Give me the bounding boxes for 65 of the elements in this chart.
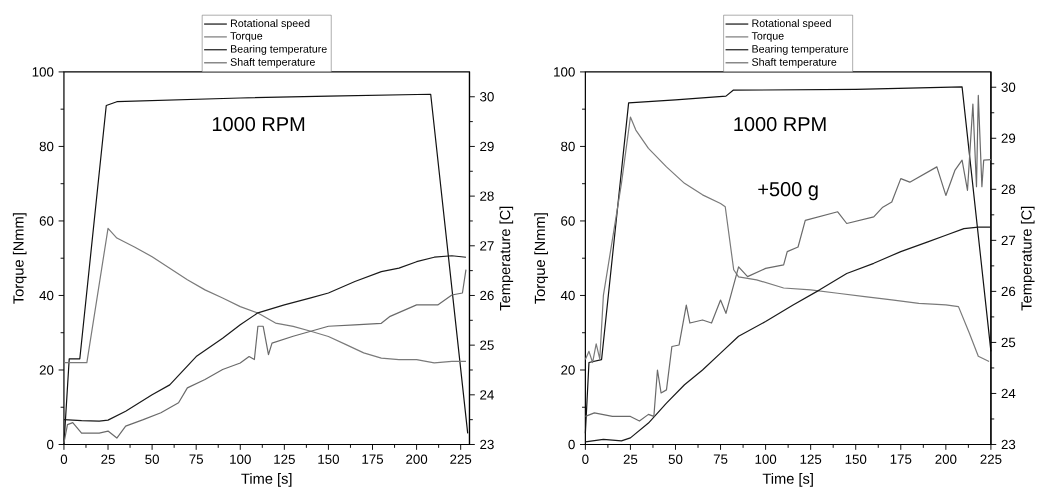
y2-tick-label: 25	[480, 340, 494, 350]
legend-label: Torque	[751, 32, 784, 42]
y2-tick-label: 25	[1001, 337, 1016, 347]
legend-label: Rotational speed	[230, 18, 310, 29]
legend-label: Shaft temperature	[752, 57, 837, 68]
x-tick-label: 50	[668, 454, 683, 464]
x-tick-label: 125	[800, 454, 822, 464]
y2-tick-label: 26	[1001, 286, 1016, 296]
x-tick-label: 200	[406, 454, 428, 464]
annotation: 1000 RPM	[212, 116, 305, 131]
y2-tick-label: 24	[1001, 388, 1016, 398]
y2-tick-label: 29	[480, 141, 494, 151]
legend-label: Torque	[230, 32, 263, 42]
x-tick-label: 150	[845, 454, 867, 464]
y-axis-title: Torque [Nmm]	[12, 213, 27, 304]
x-tick-label: 75	[189, 454, 204, 464]
y2-tick-label: 28	[480, 191, 494, 201]
y-tick-label: 60	[561, 216, 575, 226]
x-tick-label: 100	[230, 454, 251, 464]
x-tick-label: 25	[101, 454, 115, 464]
x-axis-title: Time [s]	[762, 472, 813, 487]
y2-tick-label: 27	[1001, 235, 1016, 245]
y-tick-label: 40	[560, 290, 575, 300]
y-tick-label: 60	[39, 216, 54, 226]
y-tick-label: 40	[39, 290, 54, 300]
x-tick-label: 125	[274, 454, 295, 464]
y2-tick-label: 30	[480, 91, 494, 102]
y2-tick-label: 23	[480, 439, 494, 449]
y2-axis-title: Temperature [C]	[499, 206, 514, 311]
x-tick-label: 225	[980, 454, 1002, 464]
y-tick-label: 100	[554, 66, 575, 77]
x-tick-label: 175	[362, 454, 384, 464]
annotation: 1000 RPM	[734, 116, 826, 131]
y2-tick-label: 23	[1001, 439, 1016, 449]
legend-label: Rotational speed	[752, 18, 831, 29]
x-tick-label: 150	[318, 454, 340, 464]
x-tick-label: 75	[713, 454, 728, 464]
y-tick-label: 80	[39, 141, 54, 151]
annotation: +500 g	[758, 181, 818, 200]
y-tick-label: 0	[47, 439, 54, 449]
x-axis-title: Time [s]	[241, 472, 292, 487]
legend-label: Bearing temperature	[230, 44, 327, 55]
x-tick-label: 0	[60, 454, 68, 464]
y2-tick-label: 27	[480, 240, 494, 251]
x-tick-label: 50	[145, 454, 159, 464]
y2-tick-label: 30	[1001, 82, 1016, 92]
y-tick-label: 20	[39, 365, 54, 375]
y-tick-label: 20	[561, 365, 575, 375]
y-axis-title: Torque [Nmm]	[534, 213, 548, 304]
x-tick-label: 225	[450, 454, 472, 464]
legend-label: Bearing temperature	[752, 44, 849, 55]
x-tick-label: 100	[755, 454, 777, 464]
y2-tick-label: 29	[1001, 133, 1016, 143]
x-tick-label: 200	[935, 454, 957, 464]
y2-tick-label: 26	[480, 290, 494, 300]
y-tick-label: 100	[32, 66, 54, 77]
y2-tick-label: 28	[1001, 184, 1016, 194]
y-tick-label: 80	[561, 141, 575, 151]
x-tick-label: 175	[890, 454, 912, 464]
legend-label: Shaft temperature	[230, 57, 315, 68]
x-tick-label: 25	[623, 454, 638, 464]
y2-axis-title: Temperature [C]	[1020, 206, 1035, 311]
y2-tick-label: 24	[480, 389, 494, 400]
y-tick-label: 0	[568, 439, 575, 449]
x-tick-label: 0	[582, 454, 589, 464]
